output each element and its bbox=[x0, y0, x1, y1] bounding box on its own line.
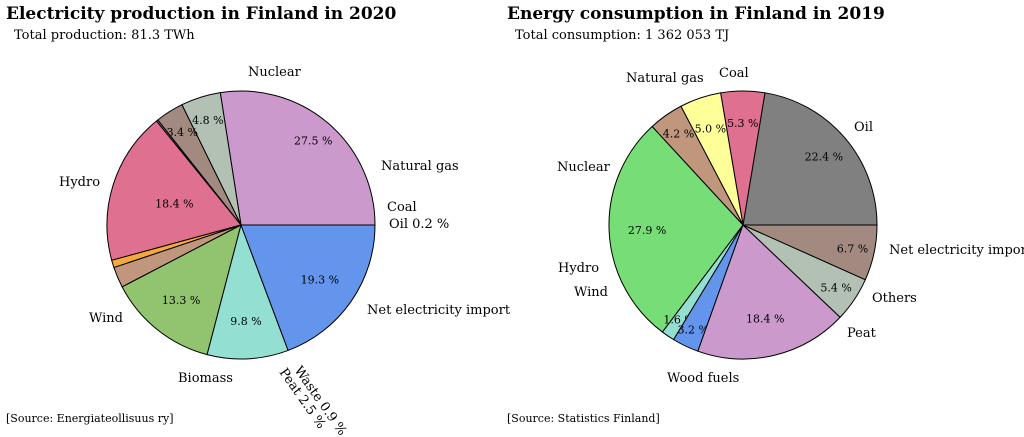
slice-percent-label: 18.4 % bbox=[155, 198, 193, 211]
pie-slice-nuclear bbox=[219, 90, 376, 226]
slice-percent-label: 13.3 % bbox=[162, 294, 200, 307]
slice-category-label: Natural gas bbox=[626, 71, 704, 86]
slice-category-label: Nuclear bbox=[557, 160, 611, 175]
slice-percent-label: 5.4 % bbox=[820, 281, 851, 294]
slice-percent-label: 5.0 % bbox=[695, 122, 726, 135]
chart-source: [Source: Energiateollisuus ry] bbox=[6, 412, 174, 425]
slice-percent-label: 22.4 % bbox=[805, 151, 843, 164]
pie-slice-hydro bbox=[240, 224, 376, 352]
slice-category-label: Hydro bbox=[59, 175, 100, 190]
slice-percent-label: 3.2 % bbox=[677, 324, 708, 337]
slice-category-label: Nuclear bbox=[248, 65, 302, 80]
energy-consumption-panel: Energy consumption in Finland in 2019 To… bbox=[507, 0, 1024, 437]
energy-consumption-pie: 22.4 % Oil 5.3 % Net electricity import 5.0 … bbox=[557, 66, 1024, 386]
slice-percent-label: 19.3 % bbox=[301, 274, 339, 287]
pie-slice-wood-fuels bbox=[608, 125, 744, 333]
pie-slice-wind bbox=[206, 223, 289, 360]
slice-category-label: Coal bbox=[719, 66, 749, 81]
slice-category-label: Oil bbox=[854, 120, 873, 135]
electricity-production-pie: 27.5 % Nuclear 4.8 % Natural gas 3.4 % Coal Oi… bbox=[59, 65, 511, 437]
slice-category-label: Net electricity import bbox=[889, 243, 1024, 258]
chart-subtitle: Total consumption: 1 362 053 TJ bbox=[515, 28, 730, 43]
slice-percent-label: 3.4 % bbox=[167, 126, 198, 139]
chart-subtitle: Total production: 81.3 TWh bbox=[14, 28, 195, 43]
pie-slice-biomass bbox=[121, 224, 242, 356]
slice-category-label: Coal bbox=[387, 200, 417, 215]
electricity-production-panel: Electricity production in Finland in 202… bbox=[6, 4, 511, 437]
slice-percent-label: 9.8 % bbox=[230, 315, 261, 328]
slice-category-label: Peat bbox=[847, 326, 877, 341]
slice-percent-label: 6.7 % bbox=[837, 242, 868, 255]
slice-percent-label: 18.4 % bbox=[746, 312, 784, 325]
slice-category-label: Wind bbox=[89, 311, 123, 326]
chart-title: Electricity production in Finland in 202… bbox=[6, 4, 397, 24]
slice-category-label: Others bbox=[872, 291, 917, 306]
slice-percent-label: 4.8 % bbox=[192, 114, 223, 127]
slice-percent-label: 27.5 % bbox=[294, 135, 332, 148]
slice-category-label: Hydro bbox=[558, 261, 599, 276]
chart-title: Energy consumption in Finland in 2019 bbox=[507, 4, 885, 24]
pie-slice-coal bbox=[742, 224, 878, 281]
slice-percent-label: 27.9 % bbox=[628, 224, 666, 237]
slice-category-label: Wind bbox=[574, 285, 608, 300]
slice-category-label: Natural gas bbox=[381, 159, 459, 174]
slice-category-label: Wood fuels bbox=[667, 371, 739, 386]
chart-source: [Source: Statistics Finland] bbox=[507, 412, 660, 425]
slice-percent-label: 4.2 % bbox=[663, 127, 694, 140]
slice-category-label: Biomass bbox=[178, 371, 233, 386]
pie-slice-nuclear bbox=[697, 224, 841, 360]
slice-percent-label: 5.3 % bbox=[727, 117, 758, 130]
slice-category-label: Net electricity import bbox=[367, 303, 511, 318]
pie-slice-net-electricity-import bbox=[106, 120, 242, 261]
slice-category-label: Oil 0.2 % bbox=[389, 217, 449, 232]
pie-slice-oil bbox=[742, 92, 878, 226]
